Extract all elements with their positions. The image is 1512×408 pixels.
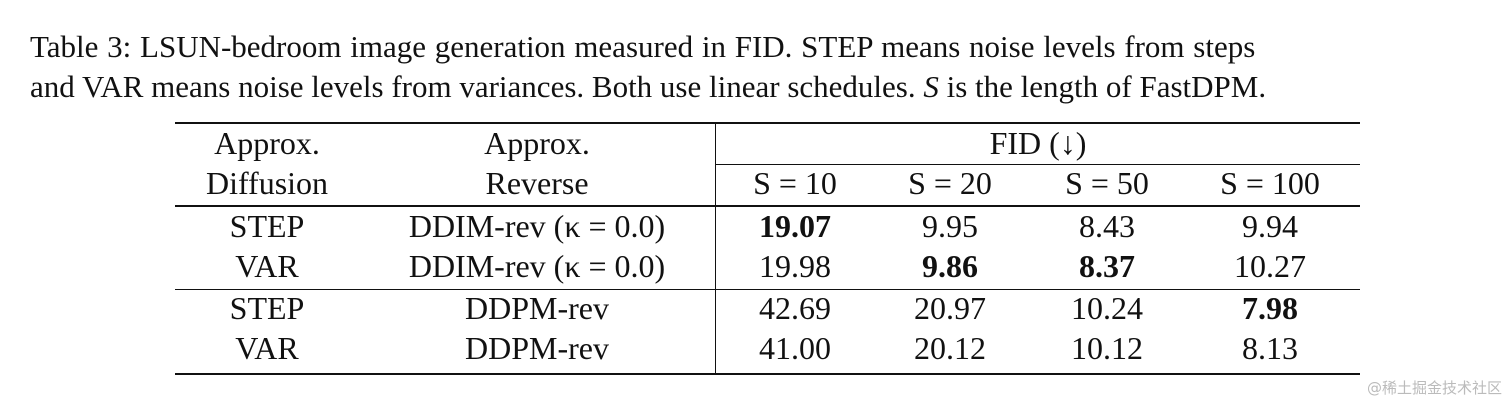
table-cell: DDPM-rev <box>465 290 609 326</box>
table-cell: DDPM-rev <box>465 330 609 366</box>
header-cell: S = 10 <box>753 165 837 201</box>
caption-line: and VAR means noise levels from variance… <box>30 69 1266 105</box>
caption-text: and VAR means noise levels from variance… <box>30 69 924 104</box>
table-cell: STEP <box>229 208 305 244</box>
fid-rule <box>716 164 1360 165</box>
watermark: @稀土掘金技术社区 <box>1366 379 1502 397</box>
table-cell: 10.27 <box>1234 248 1306 284</box>
header-cell: S = 20 <box>908 165 992 201</box>
table-cell: STEP <box>229 290 305 326</box>
header-cell: Reverse <box>485 165 589 201</box>
table-cell: DDIM-rev (κ = 0.0) <box>408 208 666 244</box>
table-cell: VAR <box>235 330 299 366</box>
table-cell: 20.97 <box>914 290 986 326</box>
header-cell: S = 50 <box>1065 165 1149 201</box>
table-cell: 7.98 <box>1242 290 1298 326</box>
table-cell: 9.95 <box>922 208 978 244</box>
caption-text: is the length of FastDPM. <box>938 69 1267 104</box>
caption-line: Table 3: LSUN-bedroom image generation m… <box>30 29 1256 64</box>
header-cell: Approx. <box>214 125 320 161</box>
top-rule <box>175 122 1360 124</box>
table-cell: 10.12 <box>1071 330 1143 366</box>
header-cell: Approx. <box>484 125 590 161</box>
table-cell: 9.86 <box>922 248 978 284</box>
bottom-rule <box>175 373 1360 375</box>
caption-math: S <box>923 69 939 104</box>
table-cell: 8.43 <box>1079 208 1135 244</box>
table-cell: 20.12 <box>914 330 986 366</box>
table-cell: DDIM-rev (κ = 0.0) <box>408 248 666 284</box>
table-cell: 10.24 <box>1071 290 1143 326</box>
mid-rule <box>175 289 1360 290</box>
table-cell: 9.94 <box>1242 208 1298 244</box>
header-rule <box>175 205 1360 207</box>
table-cell: VAR <box>235 248 299 284</box>
header-cell: FID (↓) <box>989 125 1087 161</box>
table-cell: 42.69 <box>759 290 831 326</box>
header-cell: S = 100 <box>1220 165 1320 201</box>
column-rule <box>715 122 716 375</box>
table-cell: 19.98 <box>759 248 831 284</box>
table-cell: 19.07 <box>759 208 831 244</box>
table-cell: 8.37 <box>1079 248 1135 284</box>
table-cell: 41.00 <box>759 330 831 366</box>
table-cell: 8.13 <box>1242 330 1298 366</box>
header-cell: Diffusion <box>205 165 329 201</box>
